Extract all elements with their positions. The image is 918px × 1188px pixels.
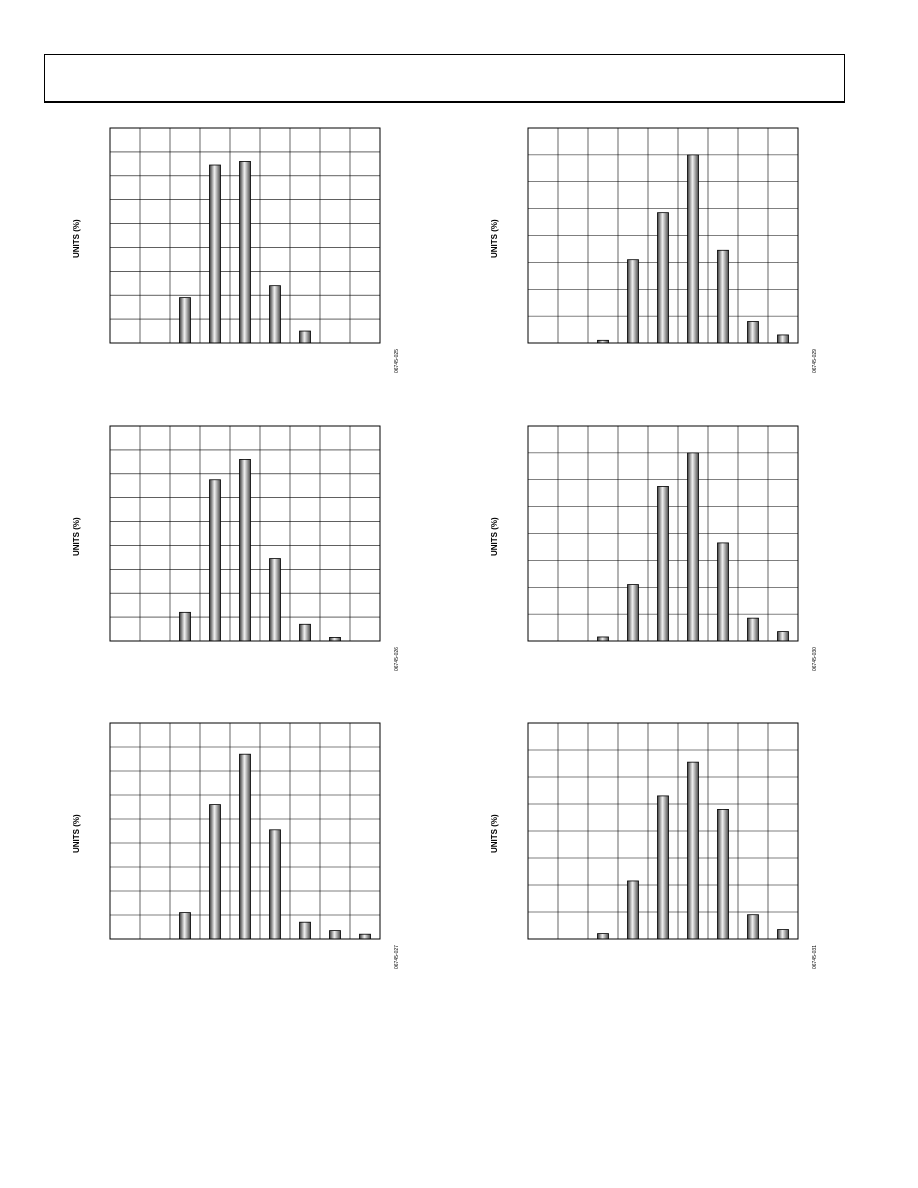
bar [329, 637, 341, 642]
figure-id: 06745-029 [812, 349, 818, 373]
plot-frame [527, 425, 799, 642]
plot-frame [109, 127, 381, 344]
bar [239, 753, 251, 940]
chart-panel: UNITS (%) 06745-030 [490, 425, 818, 671]
chart-panel: UNITS (%) 06745-029 [490, 127, 818, 373]
bar [269, 829, 281, 940]
plot-frame [109, 425, 381, 642]
bar [299, 921, 311, 940]
plot-frame [527, 722, 799, 940]
y-axis-label: UNITS (%) [72, 516, 81, 556]
bar [597, 636, 609, 642]
bar [687, 761, 699, 940]
bar [269, 558, 281, 642]
y-axis-label: UNITS (%) [72, 814, 81, 853]
bar [359, 933, 371, 940]
bar [299, 330, 311, 344]
bar [777, 631, 789, 642]
figure-id: 06745-030 [812, 647, 818, 671]
bar-chart [527, 127, 799, 344]
figure-id: 06745-026 [394, 647, 400, 671]
bar [657, 795, 669, 940]
bar [597, 933, 609, 940]
bar [777, 929, 789, 940]
y-axis-label: UNITS (%) [490, 814, 499, 853]
bar [269, 285, 281, 344]
bar [627, 584, 639, 642]
chart-panel: UNITS (%) 06745-025 [72, 127, 400, 373]
bar-chart [109, 722, 381, 940]
bar [179, 611, 191, 642]
page-header-box [44, 54, 845, 103]
bar [299, 623, 311, 642]
bar [777, 334, 789, 344]
bar [687, 154, 699, 344]
bar [179, 297, 191, 344]
bar [239, 459, 251, 642]
y-axis-label: UNITS (%) [490, 516, 499, 556]
bar-chart [109, 425, 381, 642]
figure-id: 06745-027 [394, 945, 400, 969]
bar [627, 880, 639, 940]
bar [239, 161, 251, 344]
bar-chart [109, 127, 381, 344]
bar [627, 259, 639, 344]
chart-panel: UNITS (%) 06745-031 [490, 722, 818, 969]
figure-id: 06745-025 [394, 349, 400, 373]
bar [747, 914, 759, 940]
bar [657, 212, 669, 344]
bar [209, 804, 221, 940]
bar [717, 809, 729, 940]
bar [747, 617, 759, 642]
plot-frame [527, 127, 799, 344]
bar [209, 479, 221, 642]
bar [657, 486, 669, 642]
bar [747, 321, 759, 344]
figure-id: 06745-031 [812, 945, 818, 969]
bar [209, 164, 221, 344]
bar [329, 930, 341, 940]
y-axis-label: UNITS (%) [490, 218, 499, 258]
y-axis-label: UNITS (%) [72, 218, 81, 258]
bar [717, 542, 729, 642]
bar [687, 452, 699, 642]
bar-chart [527, 722, 799, 940]
bar [179, 912, 191, 940]
bar [717, 249, 729, 344]
chart-panel: UNITS (%) 06745-027 [72, 722, 400, 969]
plot-frame [109, 722, 381, 940]
bar-chart [527, 425, 799, 642]
chart-panel: UNITS (%) 06745-026 [72, 425, 400, 671]
